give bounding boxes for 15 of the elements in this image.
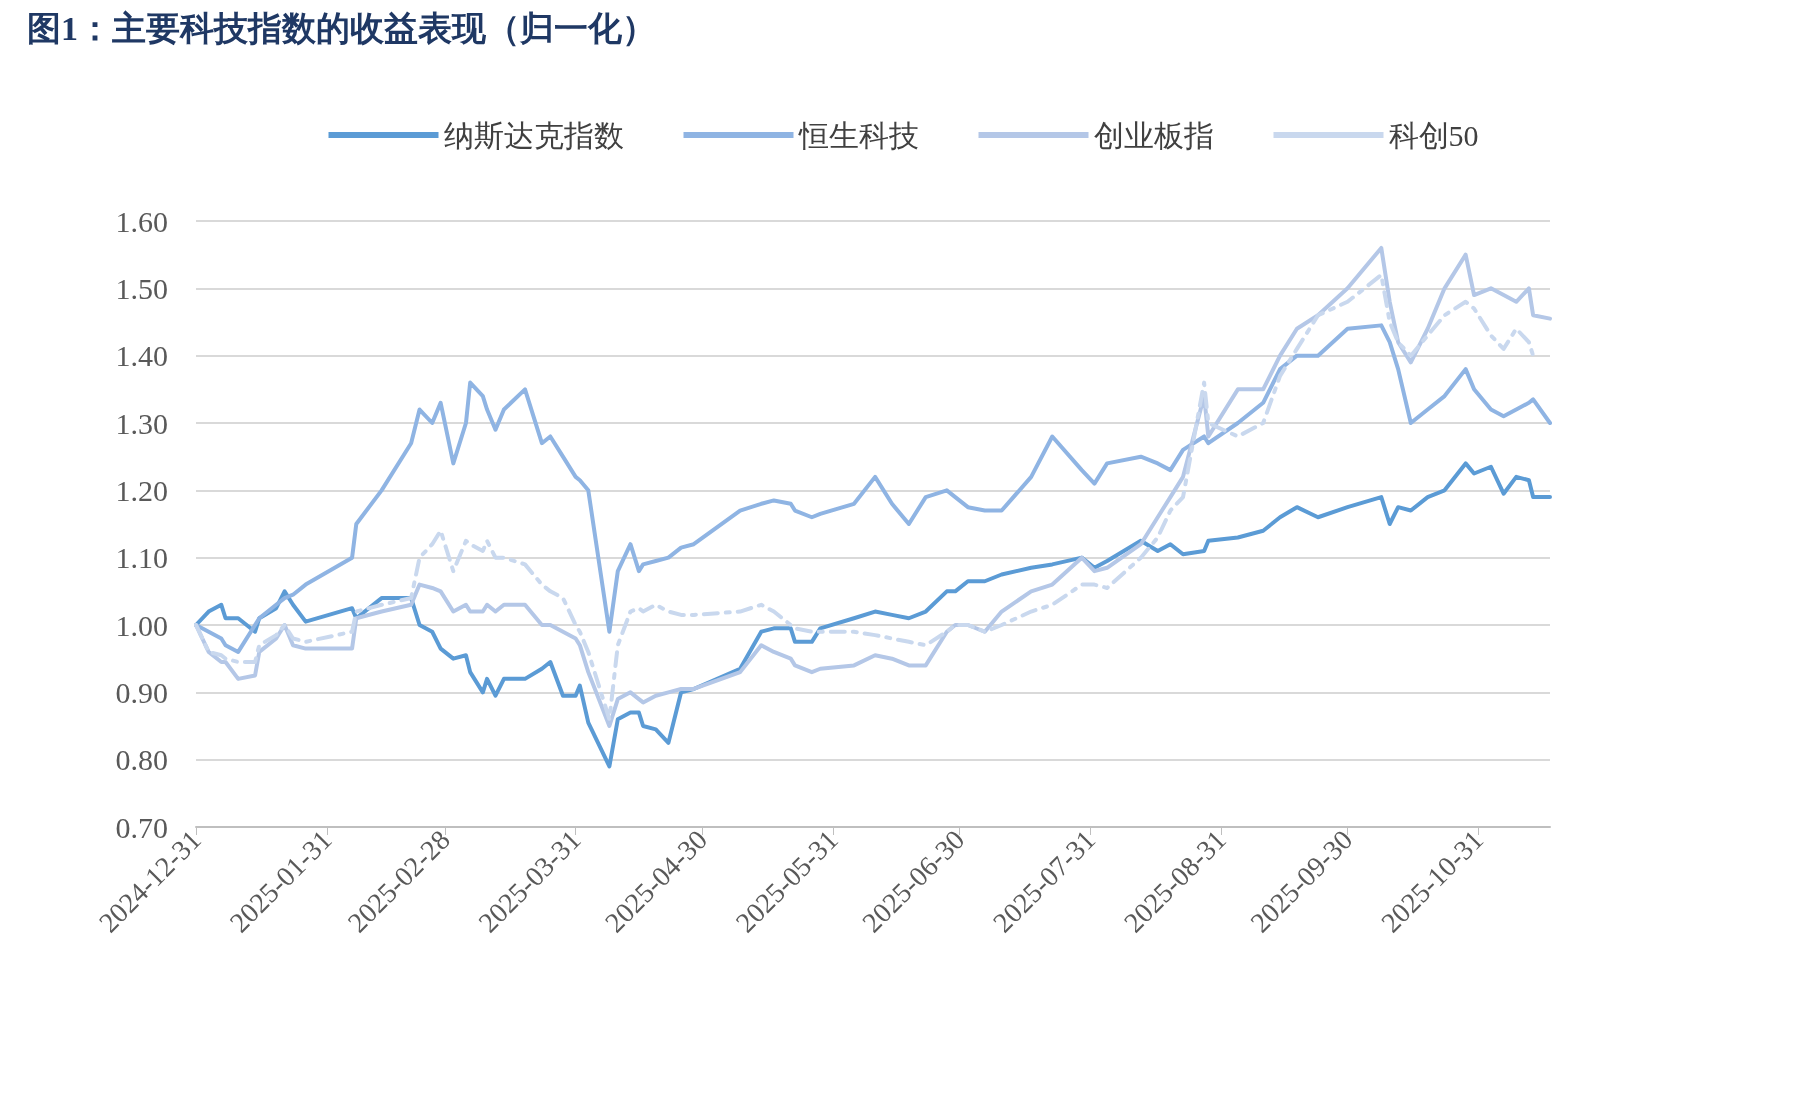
y-tick-label: 1.00 xyxy=(115,608,168,642)
legend-label: 创业板指 xyxy=(1093,118,1214,152)
line-series xyxy=(194,461,1552,769)
y-tick-label: 1.20 xyxy=(115,473,168,507)
legend-label: 纳斯达克指数 xyxy=(443,118,624,152)
y-tick-label: 1.10 xyxy=(115,541,168,575)
y-tick-label: 1.50 xyxy=(115,271,168,305)
y-tick-label: 1.60 xyxy=(115,204,168,238)
legend-label: 科创50 xyxy=(1388,118,1479,152)
y-tick-label: 0.80 xyxy=(115,743,168,777)
y-tick-label: 0.90 xyxy=(115,675,168,709)
legend-label: 恒生科技 xyxy=(797,118,919,152)
y-tick-label: 1.30 xyxy=(115,406,168,440)
y-tick-label: 1.40 xyxy=(115,339,168,373)
chart-title: 图1：主要科技指数的收益表现（归一化） xyxy=(27,9,656,47)
